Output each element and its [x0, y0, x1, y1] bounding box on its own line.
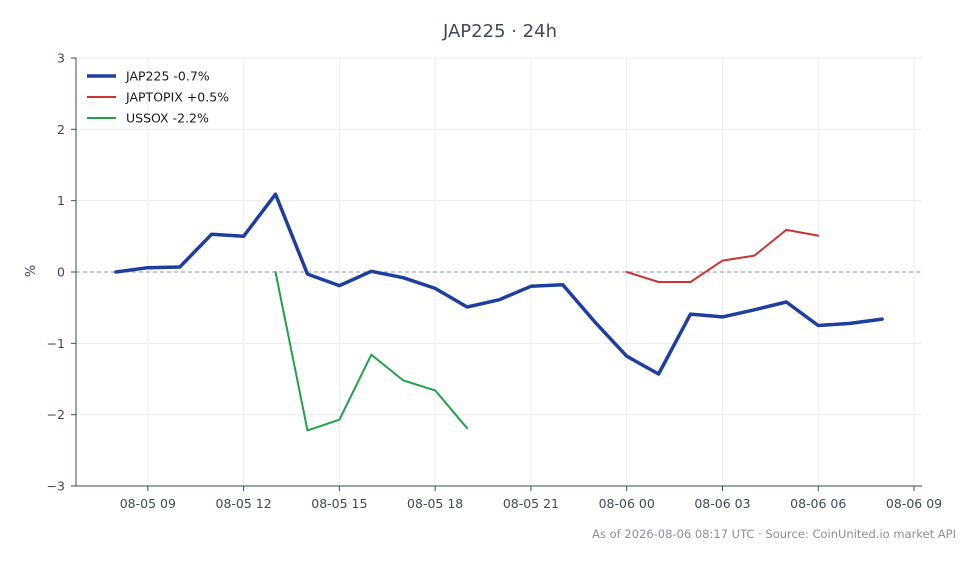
- series-layer: [114, 192, 884, 432]
- legend-label: USSOX -2.2%: [126, 111, 209, 126]
- source-footer: As of 2026-08-06 08:17 UTC · Source: Coi…: [592, 527, 956, 541]
- series-line-jap225: [114, 192, 884, 376]
- x-tick-label: 08-05 15: [311, 496, 367, 511]
- x-tick-label: 08-06 09: [886, 496, 942, 511]
- y-tick-label: −3: [47, 479, 65, 494]
- series-line-ussox: [274, 271, 469, 432]
- y-tick-label: 2: [57, 122, 65, 137]
- x-tick-label: 08-06 03: [694, 496, 750, 511]
- y-tick-label: 0: [57, 265, 65, 280]
- x-tick-label: 08-05 18: [407, 496, 463, 511]
- y-tick-label: 3: [57, 51, 65, 66]
- y-tick-label: 1: [57, 193, 65, 208]
- legend-label: JAP225 -0.7%: [125, 69, 210, 84]
- x-tick-label: 08-06 06: [790, 496, 846, 511]
- axes: −3 −2 −1 0 1 2 3 08-05 09 08-05 12 08-05 15 08-05 …: [47, 51, 943, 512]
- y-tick-label: −1: [47, 336, 65, 351]
- y-axis-label: %: [24, 265, 39, 277]
- x-tick-label: 08-05 21: [503, 496, 559, 511]
- chart-title: JAP225 · 24h: [442, 21, 557, 42]
- x-tick-label: 08-06 00: [599, 496, 655, 511]
- series-line-japtopix: [625, 228, 820, 283]
- y-tick-label: −2: [47, 407, 65, 422]
- x-tick-label: 08-05 09: [120, 496, 176, 511]
- x-tick-label: 08-05 12: [216, 496, 272, 511]
- legend-label: JAPTOPIX +0.5%: [125, 90, 229, 105]
- legend: JAP225 -0.7% JAPTOPIX +0.5% USSOX -2.2%: [87, 69, 229, 126]
